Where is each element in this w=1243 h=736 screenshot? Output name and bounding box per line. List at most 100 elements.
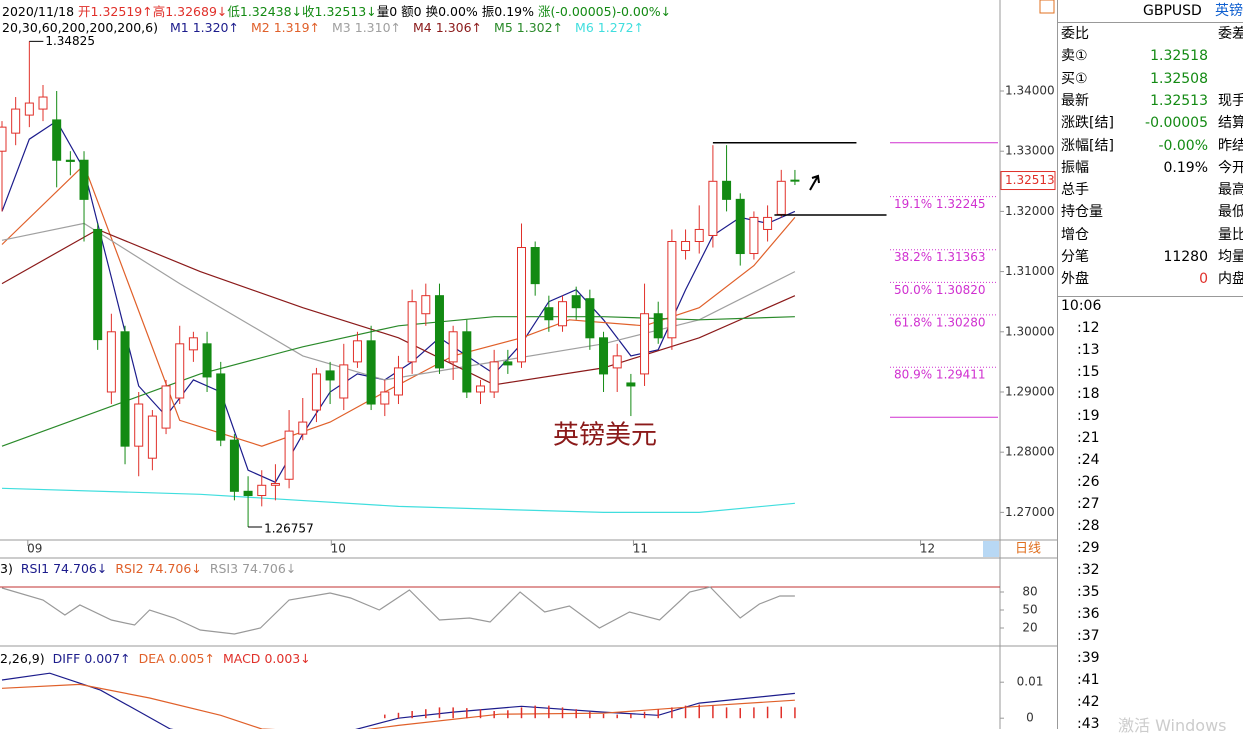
legend-value: 1.319↑ [273, 20, 320, 35]
time-label: :36 [1077, 606, 1100, 622]
row-field: 量比 [1218, 226, 1243, 243]
candle-body [352, 340, 362, 363]
legend-value: 74.706↓ [147, 561, 202, 576]
legend-name: RSI2 [115, 561, 144, 576]
row-field: 昨结 [1218, 137, 1243, 154]
y-tick-label: 1.30000 [1005, 324, 1055, 338]
legend-value: 1.272↑ [597, 20, 645, 35]
y-tick-label: 50 [1022, 603, 1037, 617]
candle-body [257, 484, 267, 497]
time-label: :24 [1077, 452, 1100, 468]
line-series [1, 672, 795, 729]
quote-row: 委比 委差 [1058, 23, 1243, 45]
fib-label: 80.9% 1.29411 [894, 368, 986, 382]
candle-body [448, 331, 458, 363]
time-label: :43 [1077, 716, 1100, 729]
scroll-button[interactable] [983, 541, 999, 557]
line-series [1, 487, 795, 513]
y-tick-label: 1.33000 [1005, 144, 1055, 158]
row-field: 均量 [1218, 249, 1243, 265]
macd-params: 2,26,9) [0, 651, 45, 666]
y-tick-label: 1.32000 [1005, 204, 1055, 218]
candle-body [681, 240, 691, 252]
candle-body [134, 403, 144, 447]
last-price-box [1000, 171, 1056, 191]
y-tick-label: 1.34000 [1005, 84, 1055, 98]
arrow [809, 174, 820, 191]
time-label: :15 [1077, 364, 1100, 380]
candle-body [325, 370, 335, 381]
row-field: 委差 [1218, 26, 1243, 42]
time-label: :39 [1077, 650, 1100, 666]
y-tick-label: 80 [1022, 585, 1037, 599]
legend-name: MACD [222, 651, 261, 666]
panel-title: GBPUSD 英镑 [1058, 0, 1243, 23]
time-label: :13 [1077, 342, 1100, 358]
row-value: 1.32513 [1150, 92, 1208, 109]
high-label: 1.34825 [45, 34, 95, 48]
period-label[interactable]: 日线 [1015, 542, 1041, 557]
candle-body [147, 415, 157, 459]
candle-body [694, 228, 704, 242]
candle-body [790, 179, 800, 182]
candle-body [763, 216, 773, 230]
watermark: 英镑美元 [553, 421, 657, 451]
candle-body [65, 159, 75, 162]
candle-body [653, 313, 663, 339]
candle-body [393, 367, 403, 396]
candle-body [52, 119, 62, 161]
candle-body [544, 307, 554, 321]
candle-body [585, 298, 595, 339]
candle-body [120, 331, 130, 447]
time-label: :27 [1077, 496, 1100, 512]
legend-name: M1 [169, 20, 189, 35]
y-tick-label: 1.29000 [1005, 384, 1055, 398]
row-label: 卖① [1061, 48, 1088, 65]
y-tick-label: 0.01 [1017, 675, 1044, 689]
x-tick-label: 11 [633, 542, 648, 556]
line-series [1, 683, 795, 729]
macd-legend: 2,26,9) DIFF 0.007↑ DEA 0.005↑ MACD 0.003↓ [0, 651, 311, 666]
candle-body [106, 331, 116, 393]
quote-row: 买① 1.32508 [1058, 68, 1243, 90]
row-field: 最高 [1218, 182, 1243, 199]
legend-name: M3 [332, 20, 351, 35]
row-label: 增仓 [1061, 226, 1089, 243]
candle-body [339, 364, 349, 399]
low: 低1.32438↓ [227, 4, 303, 19]
row-field: 结算 [1218, 115, 1243, 132]
candle-body [462, 331, 472, 393]
time-label: :37 [1077, 628, 1100, 644]
candle-body [776, 180, 786, 215]
time-label: :42 [1077, 694, 1100, 710]
legend-name: M2 [250, 20, 270, 35]
legend-name: RSI1 [20, 561, 50, 576]
y-tick-label: 1.28000 [1005, 445, 1055, 459]
quote-header: 2020/11/18 开1.32519↑高1.32689↓低1.32438↓收1… [2, 1, 671, 20]
time-label: 10:06 [1061, 298, 1102, 314]
candle-body [530, 247, 540, 285]
time-label: :21 [1077, 430, 1100, 446]
time-label: :29 [1077, 540, 1100, 556]
candle-body [216, 373, 226, 441]
row-field: 今开 [1218, 159, 1243, 176]
rsi-legend: 3) RSI1 74.706↓ RSI2 74.706↓ RSI3 74.706↓ [0, 561, 296, 576]
candle-body [421, 295, 431, 315]
legend-value: 1.320↑ [192, 20, 239, 35]
legend-name: M4 [413, 20, 432, 35]
candle-body [517, 247, 527, 363]
candle-body [503, 361, 513, 366]
candle-body [722, 180, 732, 200]
row-value: 0.19% [1163, 159, 1208, 176]
candle-body [270, 482, 280, 486]
x-tick-label: 10 [331, 542, 346, 556]
quote-row: 涨幅[结] -0.00% 昨结 [1058, 135, 1243, 157]
row-label: 涨幅[结] [1061, 137, 1114, 154]
candle-body [284, 430, 294, 480]
candle-body [175, 343, 185, 399]
menu-icon[interactable] [1039, 0, 1055, 14]
open: 开1.32519↑ [78, 4, 153, 19]
time-label: :18 [1077, 386, 1100, 402]
candle-body [667, 240, 677, 339]
